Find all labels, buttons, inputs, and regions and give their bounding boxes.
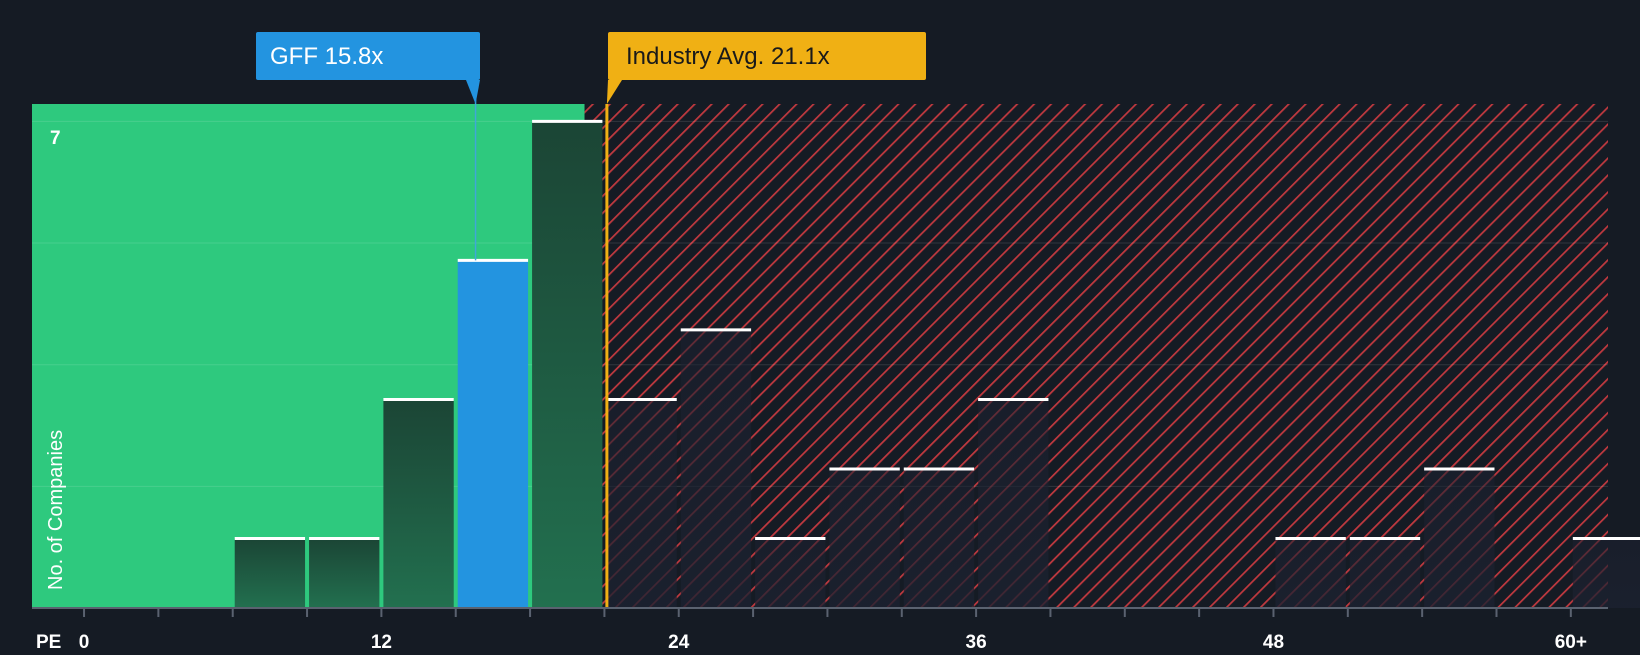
histogram-bar — [234, 538, 306, 608]
x-tick-label: 48 — [1263, 632, 1284, 650]
histogram-bar — [978, 399, 1049, 608]
histogram-bar — [829, 468, 900, 608]
company-label-pointer — [466, 80, 480, 104]
x-tick-label: 12 — [371, 632, 392, 650]
industry-label-box — [608, 32, 926, 80]
axis-layer: PE 0 12 24 36 48 60+ — [32, 607, 1608, 653]
industry-label-text: Industry Avg. 21.1x — [626, 43, 830, 70]
histogram-bar — [457, 260, 529, 608]
histogram-bar — [1424, 468, 1495, 608]
x-tick-label: 36 — [966, 632, 987, 650]
histogram-bar — [383, 399, 454, 608]
x-tick-label: 0 — [79, 632, 90, 650]
industry-label-pointer — [606, 80, 622, 104]
company-label-box — [256, 32, 480, 80]
histogram-bar — [309, 538, 380, 608]
markers-layer — [474, 90, 609, 608]
x-tick-label: 60+ — [1555, 632, 1587, 650]
y-top-label: 7 — [50, 128, 61, 149]
histogram-bar — [606, 399, 677, 608]
y-axis-label: No. of Companies — [45, 430, 67, 590]
bars-layer — [234, 119, 1640, 609]
x-axis-name: PE — [36, 632, 61, 650]
histogram-bar — [1275, 538, 1346, 608]
histogram-bar — [903, 468, 975, 608]
histogram-bar — [1572, 538, 1640, 608]
histogram-bar — [532, 121, 603, 609]
zones-layer — [32, 104, 1608, 608]
labels-layer: GFF 15.8x Industry Avg. 21.1x 7 No. of Comp… — [45, 32, 926, 590]
histogram-bar — [1349, 538, 1421, 608]
histogram-bar — [755, 538, 826, 608]
x-tick-label: 24 — [668, 632, 690, 650]
grid-layer — [32, 120, 1608, 487]
histogram-bar — [680, 329, 752, 608]
company-label-text: GFF 15.8x — [270, 43, 383, 70]
